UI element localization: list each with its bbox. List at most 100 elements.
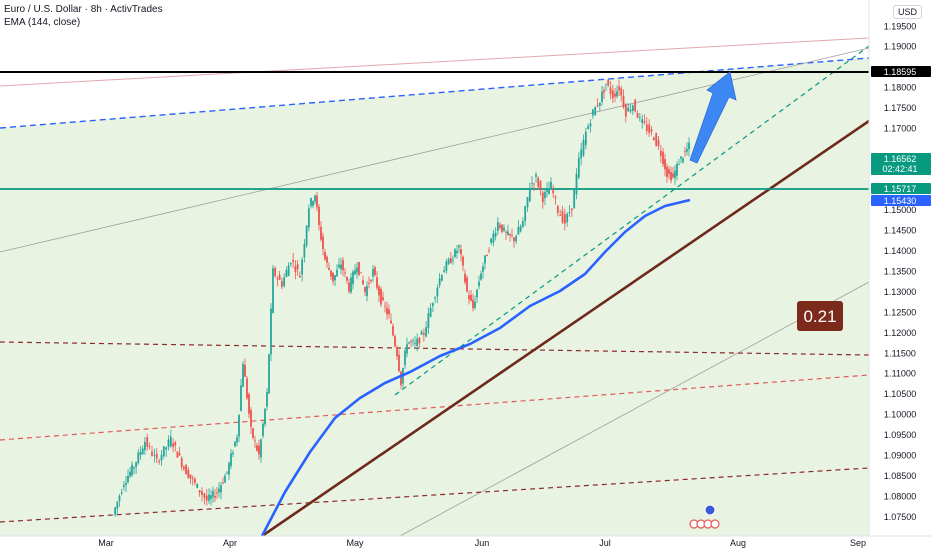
candle xyxy=(185,463,187,475)
candle xyxy=(680,156,682,164)
candle xyxy=(684,146,686,158)
candle-body xyxy=(412,340,414,342)
price-tick-label: 1.09000 xyxy=(884,450,917,460)
candle-body xyxy=(526,197,529,208)
candle-body xyxy=(438,278,441,286)
candle xyxy=(521,217,524,229)
candle xyxy=(406,337,408,358)
candle xyxy=(230,449,232,470)
candle xyxy=(268,353,270,395)
candle xyxy=(474,295,476,310)
candle xyxy=(412,338,414,346)
candle-body xyxy=(194,478,196,483)
candle-body xyxy=(118,495,121,501)
candle-body xyxy=(682,158,684,162)
candle xyxy=(374,265,376,277)
candle xyxy=(408,341,410,345)
candle-body xyxy=(577,157,580,178)
candle xyxy=(468,290,470,305)
currency-button[interactable]: USD xyxy=(892,5,922,19)
candle-body xyxy=(230,453,232,467)
candle xyxy=(144,436,146,455)
candle-body xyxy=(386,307,388,315)
candle-body xyxy=(447,258,450,264)
candle xyxy=(167,435,170,451)
price-tick-label: 1.11500 xyxy=(884,348,916,358)
candle-body xyxy=(228,463,230,475)
time-tick-label: Mar xyxy=(98,538,114,548)
price-tag-value: 1.18595 xyxy=(884,67,917,77)
candle-body xyxy=(180,458,183,467)
green-dashed-trendline xyxy=(394,45,870,396)
candle xyxy=(570,208,573,218)
candle-body xyxy=(338,264,340,268)
candlestick-series xyxy=(114,78,690,517)
candle-body xyxy=(354,270,356,275)
candle xyxy=(550,177,552,190)
candle xyxy=(568,205,571,217)
candle xyxy=(580,142,583,166)
candle xyxy=(396,345,398,360)
candle-body xyxy=(634,99,637,112)
candle xyxy=(278,270,281,281)
candle xyxy=(155,448,158,464)
candle xyxy=(601,85,603,107)
candle xyxy=(662,147,664,168)
candle xyxy=(528,182,531,203)
event-flag-icon xyxy=(704,504,716,516)
candle xyxy=(123,480,125,491)
candle-body xyxy=(129,471,131,477)
candle xyxy=(666,163,668,183)
candle xyxy=(133,466,135,475)
candle xyxy=(262,421,264,439)
candle-body xyxy=(431,303,434,307)
candle-body xyxy=(666,166,668,178)
candle-body xyxy=(556,205,559,213)
candle-body xyxy=(372,269,374,277)
candle xyxy=(404,347,406,369)
time-axis[interactable]: Mar Apr May Jun Jul Aug Sep xyxy=(0,535,932,550)
candle xyxy=(153,448,156,463)
price-tick-label: 1.11000 xyxy=(884,369,916,379)
candle xyxy=(645,117,648,135)
event-icons xyxy=(689,504,720,529)
candle xyxy=(183,465,185,472)
price-tag-countdown: 02:42:41 xyxy=(882,164,917,174)
candle xyxy=(650,125,653,136)
candle xyxy=(552,184,555,198)
candle-body xyxy=(254,440,256,442)
candle-body xyxy=(676,163,678,176)
candle xyxy=(127,468,129,484)
candle xyxy=(464,269,466,285)
indicator-legend: EMA (144, close) xyxy=(4,17,81,28)
candle xyxy=(668,165,670,180)
candle-body xyxy=(376,277,378,288)
price-axis[interactable]: 1.195001.190001.180001.175001.170001.160… xyxy=(868,0,932,536)
candle xyxy=(352,269,354,290)
candle xyxy=(582,134,585,157)
candle xyxy=(598,102,601,111)
candle xyxy=(682,157,684,164)
candle-body xyxy=(289,262,292,265)
candle xyxy=(519,224,522,233)
candle xyxy=(672,166,674,179)
candle xyxy=(148,442,151,450)
candle-body xyxy=(582,139,585,156)
candle xyxy=(380,286,382,307)
candle-body xyxy=(358,261,360,275)
candle xyxy=(212,486,214,503)
price-tick-label: 1.17500 xyxy=(884,103,917,113)
candle xyxy=(298,271,301,278)
candle-body xyxy=(151,451,153,456)
candle xyxy=(208,488,210,504)
candle xyxy=(539,179,542,196)
candle-body xyxy=(307,208,310,228)
candle-body xyxy=(460,249,462,255)
candle xyxy=(515,234,518,244)
candle-body xyxy=(643,121,646,123)
price-tag-value: 1.15717 xyxy=(884,184,917,194)
candle xyxy=(447,257,450,266)
candle-body xyxy=(456,250,458,254)
candle xyxy=(643,114,646,125)
